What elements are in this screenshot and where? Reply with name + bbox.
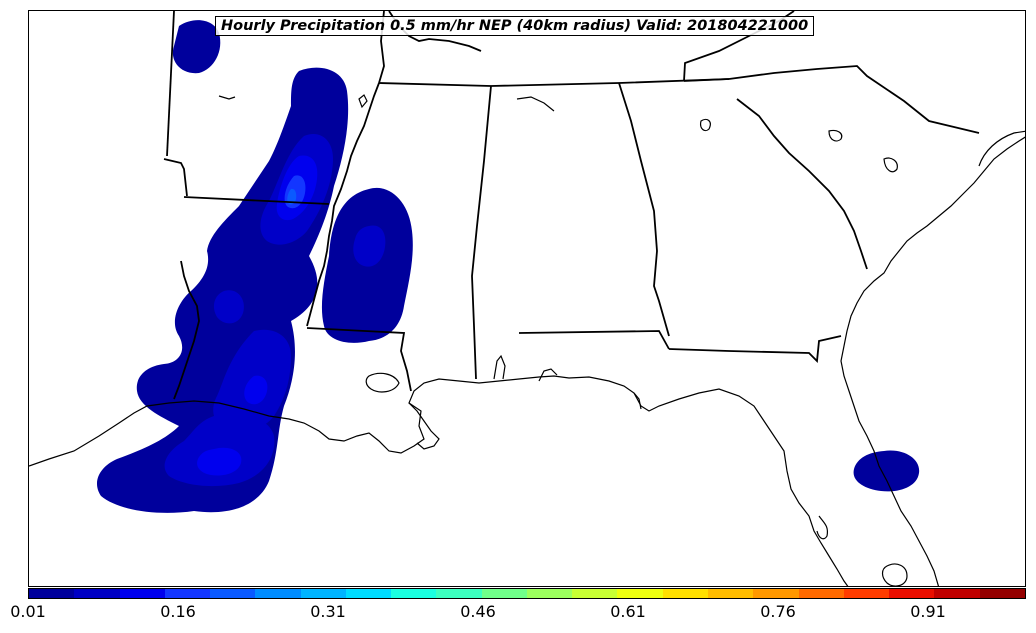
lake-moultrie <box>883 157 898 173</box>
colorbar-segment <box>526 589 573 598</box>
state-borders <box>163 11 980 400</box>
precip-area-ar-left <box>213 290 244 324</box>
colorbar-segment <box>934 589 980 598</box>
colorbar-tick-label: 0.91 <box>910 602 946 621</box>
gulf-coastline <box>29 375 849 586</box>
colorbar-segment <box>255 589 301 598</box>
map-panel: Hourly Precipitation 0.5 mm/hr NEP (40km… <box>28 10 1026 587</box>
precip-area-ms-core <box>353 225 386 267</box>
colorbar-segment <box>481 589 527 598</box>
colorbar-segment <box>617 589 663 598</box>
tampa-bay <box>816 515 829 540</box>
colorbar-segment <box>119 589 165 598</box>
colorbar-segment <box>210 589 256 598</box>
colorbar-tick-label: 0.76 <box>760 602 796 621</box>
border-tn-south <box>378 78 730 87</box>
border-ga-fl <box>668 335 842 363</box>
reelfoot <box>358 94 368 109</box>
wheeler-lake <box>516 96 555 112</box>
colorbar-tick-labels: 0.01 0.16 0.31 0.46 0.61 0.76 0.91 <box>10 599 1026 633</box>
colorbar-segment <box>707 589 754 598</box>
lake-pontchartrain <box>365 372 400 393</box>
colorbar <box>28 588 1026 599</box>
colorbar-segment <box>345 589 392 598</box>
coastline <box>29 94 1025 586</box>
precip-area-gulf-peak <box>197 447 242 476</box>
colorbar-segment <box>300 589 346 598</box>
precipitation-shading <box>96 20 920 513</box>
kentucky-lake <box>218 95 236 100</box>
colorbar-segment <box>391 589 437 598</box>
precip-area-fl <box>853 450 920 492</box>
precip-area-tn-top <box>172 20 221 74</box>
border-ar-mo <box>166 11 175 157</box>
colorbar-tick-label: 0.31 <box>310 602 346 621</box>
colorbar-segment <box>74 589 120 598</box>
border-al-ga <box>618 82 670 337</box>
border-ms-al <box>471 85 492 380</box>
colorbar-segment <box>979 589 1025 598</box>
colorbar-tick-label: 0.01 <box>10 602 46 621</box>
apalachicola <box>633 392 642 410</box>
border-ok-ar <box>163 158 188 197</box>
map-canvas <box>29 11 1025 586</box>
lake-marion <box>828 129 843 142</box>
colorbar-segment <box>798 589 844 598</box>
border-ar-tn-ms-river <box>306 82 380 327</box>
precip-area-ar-max-core <box>287 188 297 205</box>
colorbar-segment <box>662 589 708 598</box>
border-ar-la <box>183 196 330 205</box>
border-ga-sc <box>736 98 868 270</box>
mississippi-delta <box>408 402 440 450</box>
colorbar-segment <box>843 589 890 598</box>
colorbar-segment <box>436 589 482 598</box>
lake-okeechobee <box>881 563 908 586</box>
colorbar-segment <box>164 589 211 598</box>
map-title: Hourly Precipitation 0.5 mm/hr NEP (40km… <box>215 16 815 36</box>
colorbar-segment <box>572 589 618 598</box>
border-nc-sc <box>683 65 980 134</box>
lake-lanier <box>700 118 711 132</box>
colorbar-segment <box>29 589 75 598</box>
colorbar-segment <box>889 589 935 598</box>
precip-area-la-peak <box>244 375 268 405</box>
colorbar-tick-label: 0.61 <box>610 602 646 621</box>
colorbar-segment <box>753 589 799 598</box>
sc-coastline <box>978 130 1025 167</box>
border-la-ms <box>306 327 412 392</box>
border-tx-la <box>173 260 200 400</box>
colorbar-tick-label: 0.16 <box>160 602 196 621</box>
border-al-fl <box>518 330 670 350</box>
pensacola-bay <box>538 368 558 382</box>
florida-east-coastline <box>840 136 1025 586</box>
colorbar-tick-label: 0.46 <box>460 602 496 621</box>
mobile-bay <box>493 354 506 380</box>
